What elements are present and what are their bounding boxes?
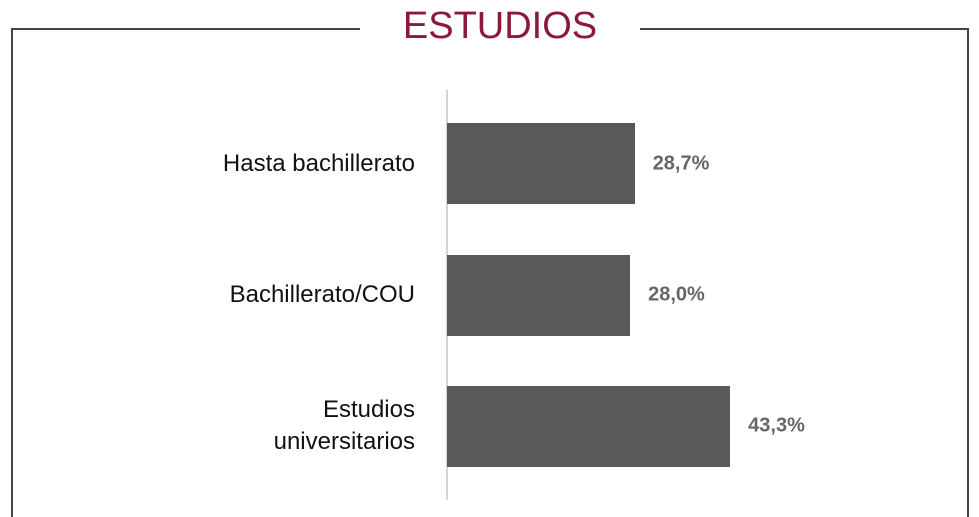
data-label: 28,7% (652, 152, 710, 175)
data-label: 28,0% (648, 283, 705, 306)
bar (447, 123, 635, 205)
chart-title: ESTUDIOS (402, 5, 598, 47)
frame-border-left (11, 28, 360, 517)
category-label: Hasta bachillerato (222, 149, 415, 177)
bar (447, 254, 631, 336)
category-label: Bachillerato/COU (229, 281, 415, 308)
frame-border-right (640, 28, 969, 517)
data-label: 43,3% (748, 414, 805, 437)
bar (447, 385, 731, 467)
category-label: Estudios universitarios (273, 396, 415, 456)
